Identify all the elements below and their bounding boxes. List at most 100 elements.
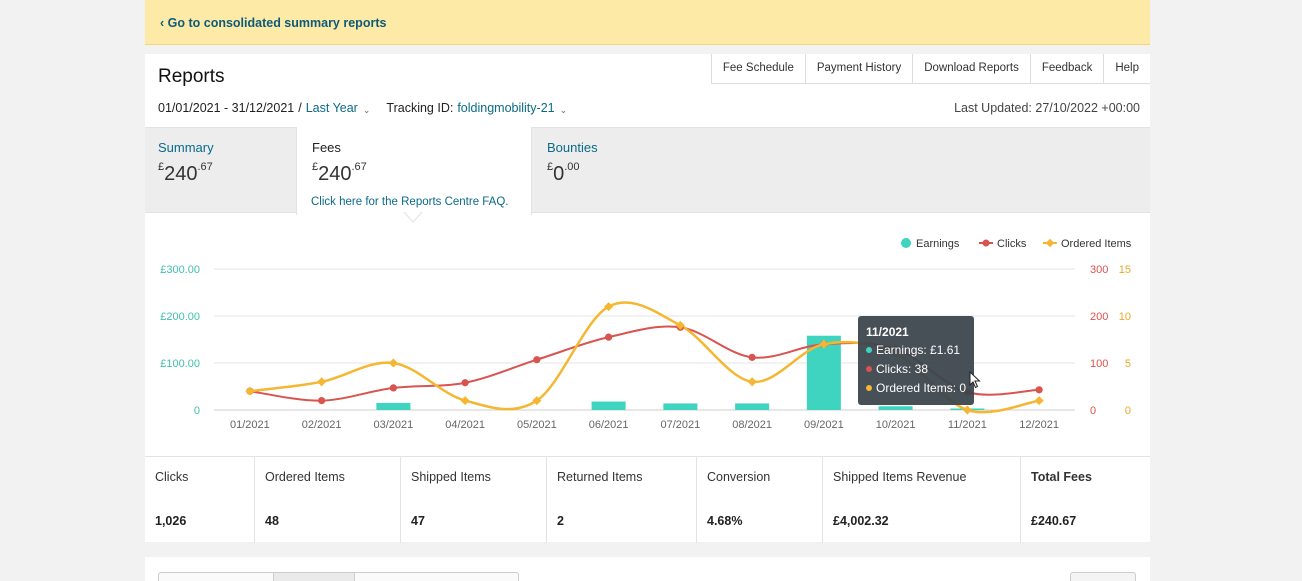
- stat-label: Ordered Items: [265, 470, 345, 484]
- date-range: 01/01/2021 - 31/12/2021: [158, 101, 295, 115]
- x-tick-label: 05/2021: [517, 419, 557, 431]
- stat-shipped-items: Shipped Items 47: [401, 457, 547, 543]
- legend-ordered-items-icon: [1045, 238, 1055, 248]
- x-tick-label: 06/2021: [589, 419, 629, 431]
- y-left-tick-label: £200.00: [160, 311, 200, 323]
- period-dropdown[interactable]: Last Year ⌄: [306, 101, 371, 115]
- stat-value: 4.68%: [707, 514, 743, 528]
- earnings-bar: [591, 401, 626, 410]
- x-tick-label: 02/2021: [302, 419, 342, 431]
- tooltip-title: 11/2021: [866, 325, 909, 339]
- nav-fee-schedule[interactable]: Fee Schedule: [712, 54, 806, 83]
- clicks-point: [318, 397, 326, 405]
- nav-download-reports[interactable]: Download Reports: [913, 54, 1031, 83]
- stat-conversion: Conversion 4.68%: [697, 457, 823, 543]
- tooltip-series-dot: [866, 366, 872, 372]
- ordered-items-point: [388, 358, 398, 368]
- y-left-tick-label: £300.00: [160, 264, 200, 276]
- y-right-clicks-tick-label: 300: [1090, 264, 1108, 276]
- x-tick-label: 12/2021: [1019, 419, 1059, 431]
- clicks-point: [533, 356, 541, 364]
- legend-clicks-label: Clicks: [997, 238, 1027, 250]
- active-tab-caret: [403, 211, 423, 223]
- ordered-items-point: [317, 377, 327, 387]
- tracking-id-dropdown[interactable]: foldingmobility-21 ⌄: [457, 101, 567, 115]
- y-right-clicks-tick-label: 0: [1090, 405, 1096, 417]
- stat-returned-items: Returned Items 2: [547, 457, 697, 543]
- y-right-items-tick-label: 0: [1125, 405, 1131, 417]
- reports-card: Reports Fee Schedule Payment History Dow…: [145, 54, 1150, 543]
- x-tick-label: 07/2021: [660, 419, 700, 431]
- x-tick-label: 09/2021: [804, 419, 844, 431]
- clicks-point: [389, 384, 397, 392]
- summary-amount: £240.67: [158, 161, 213, 185]
- top-nav: Fee Schedule Payment History Download Re…: [710, 54, 1150, 84]
- tab-fees[interactable]: Fees £240.67 Click here for the Reports …: [296, 127, 532, 215]
- y-right-clicks-tick-label: 100: [1090, 358, 1108, 370]
- tooltip-line: Earnings: £1.61: [876, 343, 960, 357]
- tab-summary[interactable]: Summary £240.67: [158, 140, 214, 186]
- ordered-items-point: [1034, 396, 1044, 406]
- tab-bounties-label: Bounties: [547, 140, 598, 155]
- period-label: Last Year: [305, 101, 358, 115]
- legend-ordered-items-label: Ordered Items: [1061, 238, 1132, 250]
- clicks-point: [461, 379, 469, 387]
- y-right-clicks-tick-label: 200: [1090, 311, 1108, 323]
- nav-help[interactable]: Help: [1115, 62, 1139, 74]
- consolidated-summary-link[interactable]: ‹ Go to consolidated summary reports: [160, 16, 387, 30]
- earnings-bar: [663, 403, 698, 410]
- earnings-chart: £300.00 £200.00 £100.00 0 300 200 100 0 15 10 5 0 01…: [160, 238, 1132, 431]
- tab-summary-label: Summary: [158, 140, 214, 155]
- x-tick-label: 08/2021: [732, 419, 772, 431]
- legend-clicks-icon: [982, 239, 990, 247]
- date-separator: /: [298, 101, 302, 115]
- tooltip-line: Clicks: 38: [876, 362, 928, 376]
- ordered-items-point: [962, 405, 972, 415]
- last-updated: Last Updated: 27/10/2022 +00:00: [954, 101, 1140, 115]
- lower-action-button[interactable]: [1070, 572, 1136, 581]
- chart-tooltip: [858, 316, 974, 405]
- stat-value: £4,002.32: [833, 514, 889, 528]
- earnings-bar: [878, 406, 913, 410]
- y-right-items-tick-label: 15: [1119, 264, 1131, 276]
- stat-label: Shipped Items Revenue: [833, 470, 967, 484]
- view-toggle-group[interactable]: [158, 572, 519, 581]
- x-tick-label: 01/2021: [230, 419, 270, 431]
- x-tick-label: 03/2021: [373, 419, 413, 431]
- stat-value: 48: [265, 514, 279, 528]
- y-left-tick-label: 0: [194, 405, 200, 417]
- x-tick-label: 11/2021: [948, 419, 987, 431]
- stat-shipped-items-revenue: Shipped Items Revenue £4,002.32: [823, 457, 1021, 543]
- stat-value: 1,026: [155, 514, 187, 528]
- tooltip-line: Ordered Items: 0: [876, 381, 966, 395]
- earnings-bar: [376, 402, 411, 410]
- lower-card: [145, 557, 1150, 581]
- stat-label: Total Fees: [1031, 470, 1092, 484]
- stat-value: 2: [557, 514, 564, 528]
- x-tick-label: 04/2021: [445, 419, 485, 431]
- nav-feedback[interactable]: Feedback: [1031, 54, 1105, 83]
- tracking-id-value: foldingmobility-21: [457, 101, 555, 115]
- stat-clicks: Clicks 1,026: [145, 457, 255, 543]
- nav-payment-history[interactable]: Payment History: [806, 54, 914, 83]
- tab-bounties[interactable]: Bounties £0.00: [547, 140, 598, 186]
- clicks-point: [1035, 386, 1043, 394]
- y-left-tick-label: £100.00: [160, 358, 200, 370]
- report-filters: 01/01/2021 - 31/12/2021 / Last Year ⌄ Tra…: [158, 101, 567, 115]
- stat-value: 47: [411, 514, 425, 528]
- report-tabs: Summary £240.67 Fees £240.67 Click here …: [145, 127, 1150, 215]
- legend-earnings-label: Earnings: [916, 238, 960, 250]
- y-right-items-tick-label: 10: [1119, 311, 1131, 323]
- y-right-items-tick-label: 5: [1125, 358, 1131, 370]
- page-title: Reports: [158, 66, 225, 87]
- earnings-bar: [735, 403, 770, 410]
- stats-row: Clicks 1,026 Ordered Items 48 Shipped Items 4…: [145, 456, 1150, 543]
- fees-amount: £240.67: [312, 161, 367, 185]
- stat-label: Clicks: [155, 470, 189, 484]
- faq-link[interactable]: Click here for the Reports Centre FAQ.: [311, 196, 509, 208]
- ordered-items-point: [747, 377, 757, 387]
- tooltip-series-dot: [866, 385, 872, 391]
- stat-value: £240.67: [1031, 514, 1077, 528]
- stat-total-fees: Total Fees £240.67: [1021, 457, 1150, 543]
- tab-fees-label: Fees: [312, 140, 341, 155]
